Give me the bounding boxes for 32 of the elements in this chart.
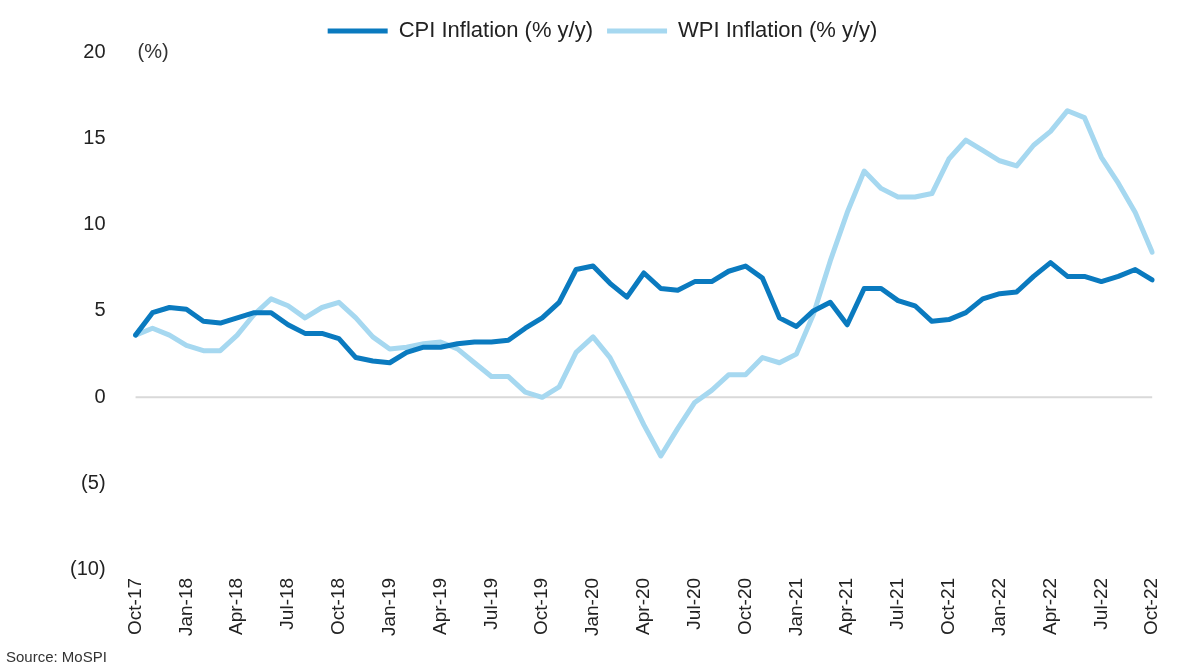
- y-tick-label: (5): [81, 471, 106, 494]
- x-tick-label: Apr-18: [225, 577, 247, 635]
- x-tick-label: Jul-22: [1089, 577, 1111, 630]
- x-tick-label: Jul-20: [682, 577, 704, 630]
- x-tick-label: Apr-19: [428, 577, 450, 635]
- x-tick-label: Jan-22: [987, 577, 1009, 637]
- x-tick-label: Jan-18: [174, 577, 196, 637]
- y-tick-label: 0: [94, 384, 106, 407]
- x-tick-label: Apr-22: [1038, 577, 1060, 635]
- x-tick-label: Jul-21: [886, 577, 908, 630]
- x-tick-label: Jul-19: [479, 577, 501, 630]
- legend-label: CPI Inflation (% y/y): [398, 17, 594, 43]
- legend-label: WPI Inflation (% y/y): [678, 17, 878, 43]
- x-tick-label: Oct-17: [123, 577, 145, 635]
- x-tick-label: Jan-20: [581, 577, 603, 637]
- x-tick-label: Apr-21: [835, 577, 857, 635]
- source-note: Source: MoSPI: [6, 648, 107, 665]
- x-tick-label: Oct-18: [327, 577, 349, 635]
- x-tick-label: Oct-19: [530, 577, 552, 635]
- x-tick-label: Jul-18: [276, 577, 298, 630]
- x-tick-label: Apr-20: [632, 577, 654, 635]
- y-tick-label: 20: [83, 39, 106, 62]
- x-tick-label: Oct-21: [937, 577, 959, 635]
- y-tick-label: 15: [83, 125, 106, 148]
- x-tick-label: Jan-21: [784, 577, 806, 637]
- x-tick-label: Oct-22: [1140, 577, 1162, 635]
- y-tick-label: (10): [69, 557, 106, 580]
- x-tick-label: Oct-20: [733, 577, 755, 635]
- y-tick-label: 10: [83, 212, 106, 235]
- y-axis-title: (%): [137, 39, 169, 62]
- y-tick-label: 5: [94, 298, 106, 321]
- x-tick-label: Jan-19: [377, 577, 399, 637]
